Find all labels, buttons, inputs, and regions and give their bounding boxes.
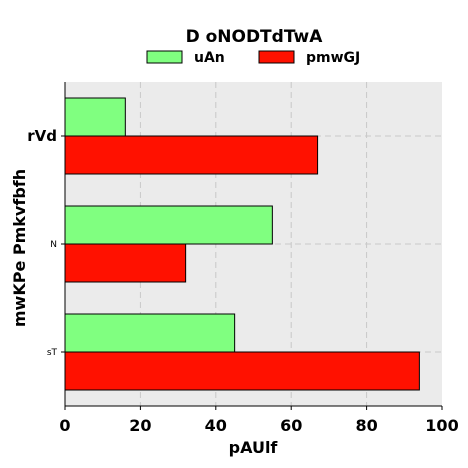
bar-pmwGJ-rVd <box>64 135 319 175</box>
y-tick-labels: rVd NsT <box>27 127 57 358</box>
bars <box>64 97 420 391</box>
bar-uAn-rVd <box>64 97 126 137</box>
legend: uAn pmwGJ <box>146 50 360 66</box>
x-tick-label: 80 <box>355 416 377 435</box>
axes <box>61 82 443 410</box>
x-tick-label: 40 <box>205 416 227 435</box>
legend-swatch <box>258 50 295 64</box>
bar-uAn-N <box>64 205 273 245</box>
chart-title: D oNODTdTwA <box>186 27 324 47</box>
y-tick-label: N <box>50 240 57 250</box>
legend-swatch <box>146 50 183 64</box>
y-tick-label: rVd <box>27 127 57 145</box>
y-tick-label: sT <box>47 348 58 358</box>
x-axis-label: pAUlf <box>229 438 279 457</box>
bar-pmwGJ-N <box>64 243 187 283</box>
x-tick-labels: 0 20 40 60 80 100 <box>59 416 458 435</box>
legend-label: pmwGJ <box>306 50 360 66</box>
bar-uAn-sT <box>64 313 236 353</box>
x-tick-label: 0 <box>59 416 70 435</box>
x-tick-label: 60 <box>280 416 302 435</box>
x-tick-label: 20 <box>129 416 151 435</box>
x-tick-label: 100 <box>425 416 458 435</box>
bar-pmwGJ-sT <box>64 351 420 391</box>
y-axis-label: mwKPe Pmkvfbfh <box>10 169 29 327</box>
legend-label: uAn <box>194 50 225 66</box>
